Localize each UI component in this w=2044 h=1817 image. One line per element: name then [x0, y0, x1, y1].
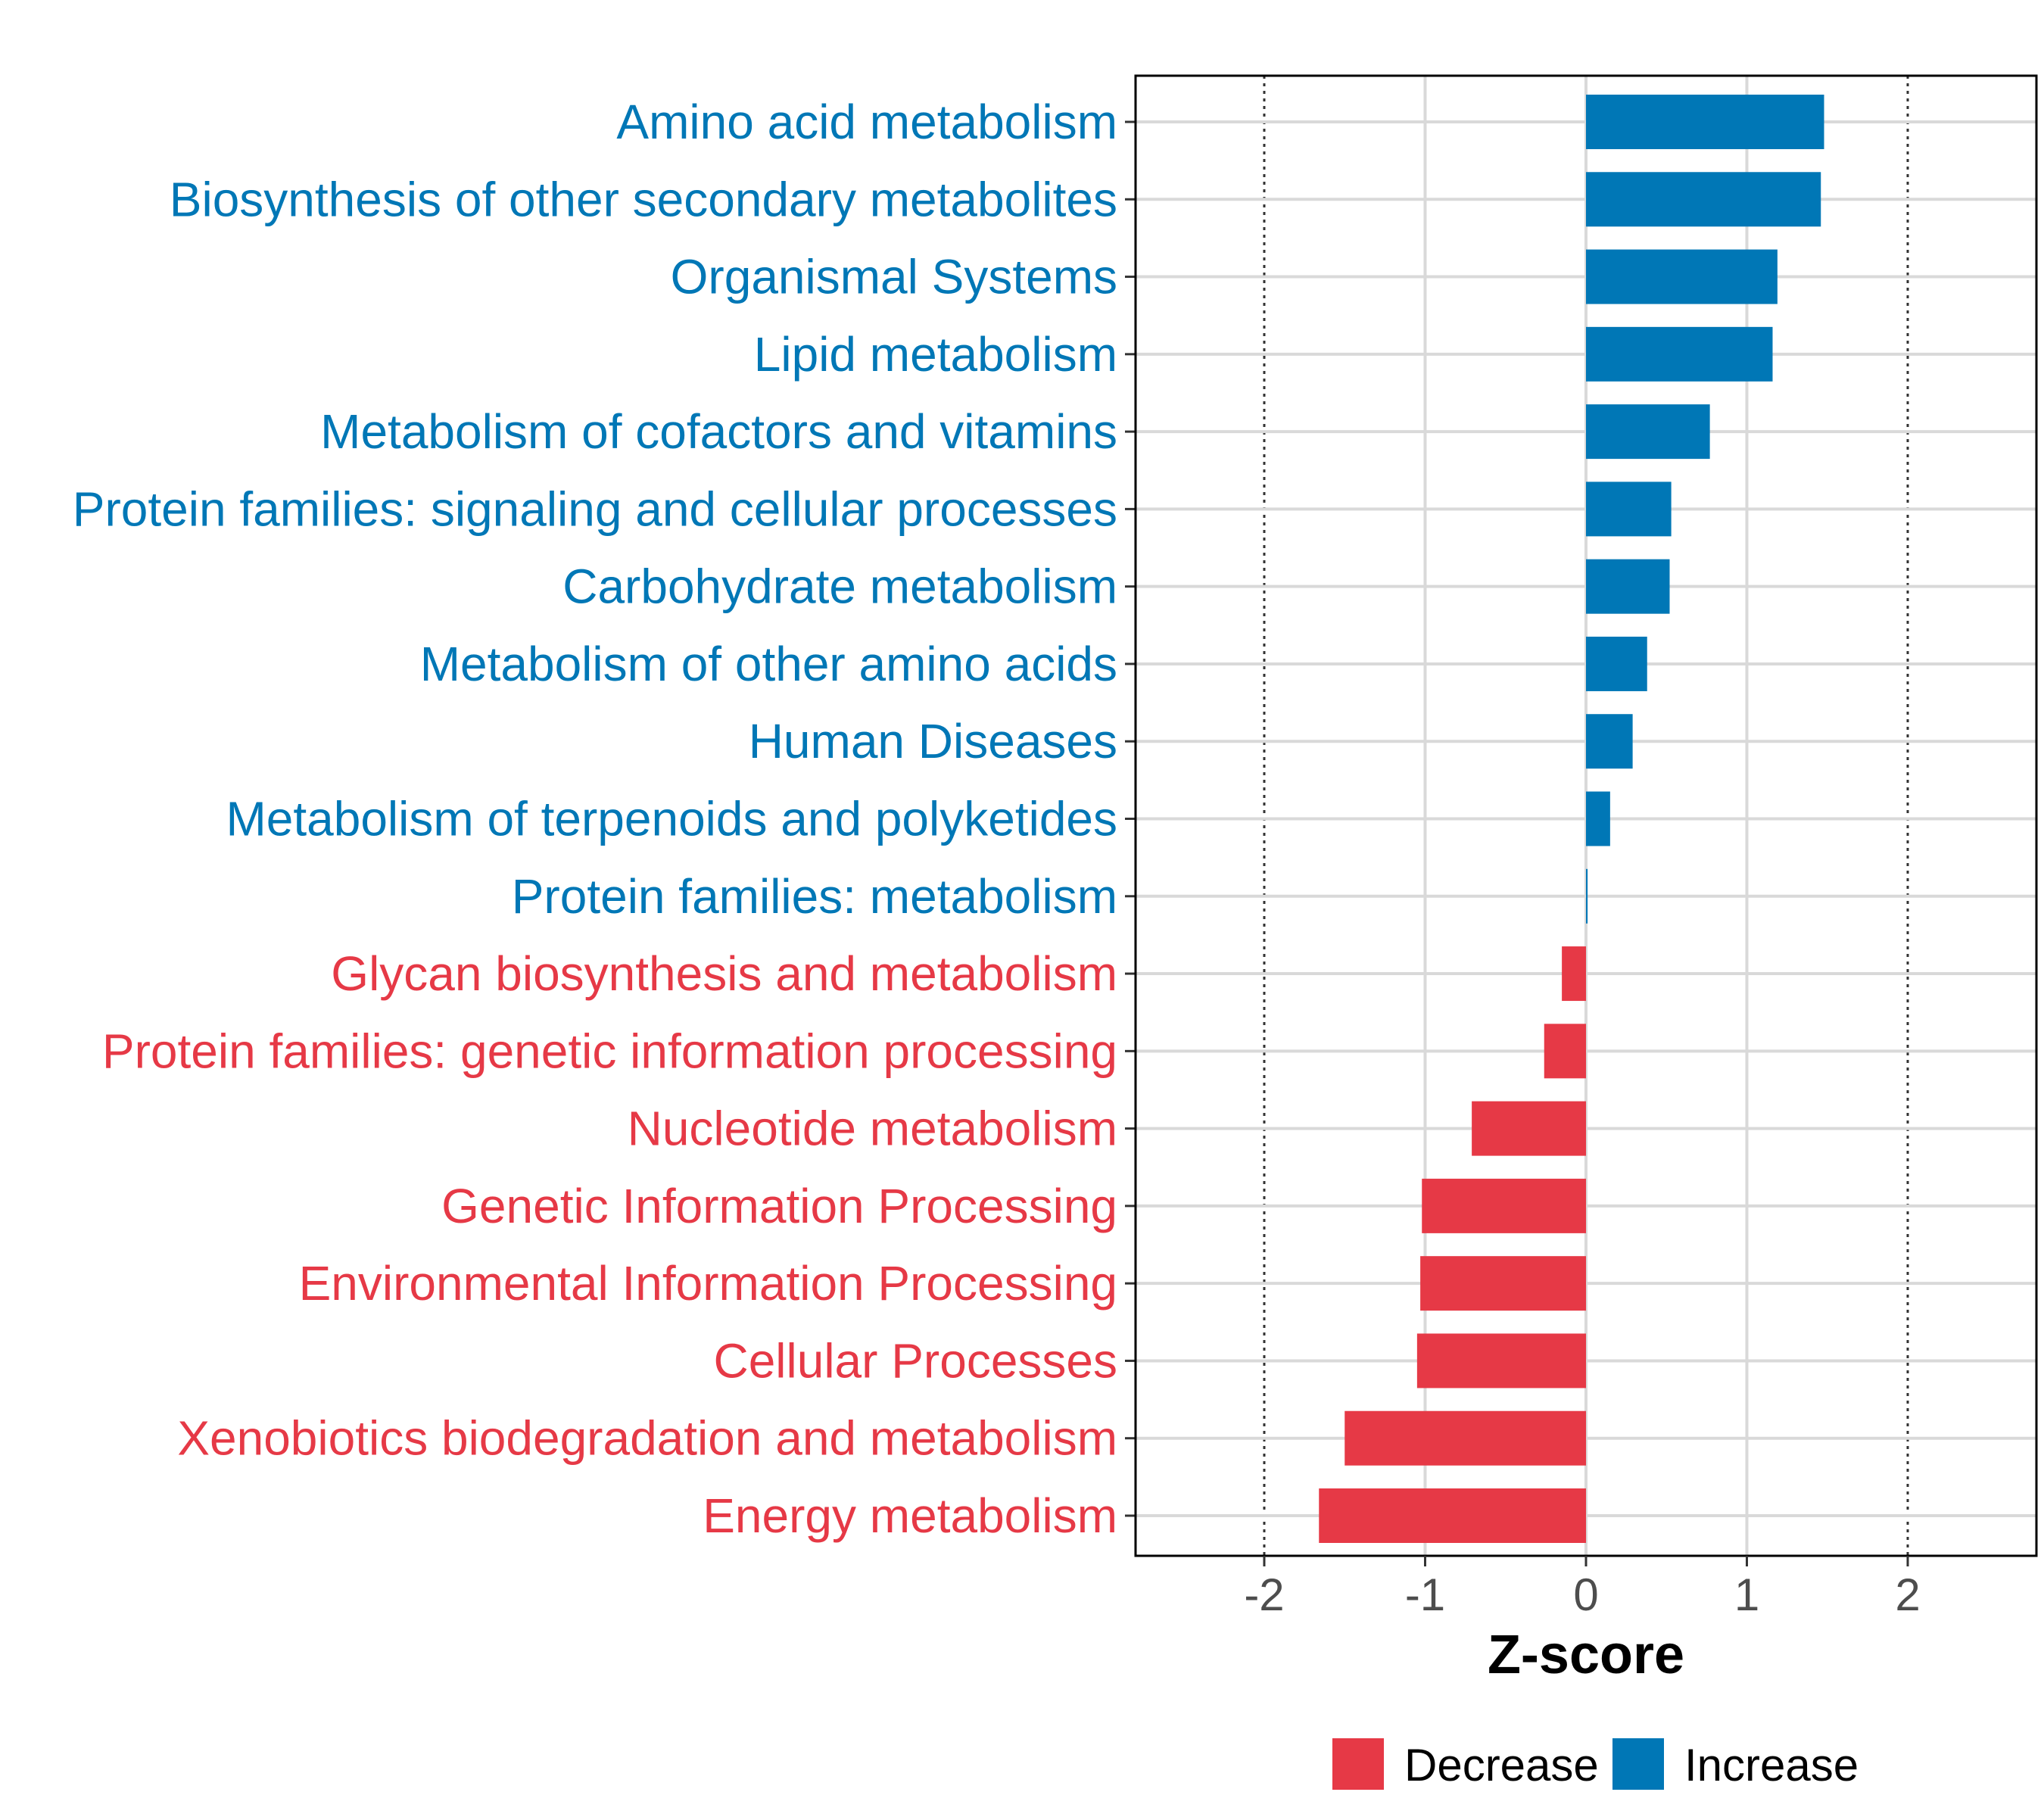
category-label: Protein families: signaling and cellular…: [73, 482, 1117, 536]
category-label: Organismal Systems: [671, 250, 1117, 304]
category-label: Lipid metabolism: [754, 327, 1117, 382]
category-label: Genetic Information Processing: [441, 1179, 1117, 1233]
bar: [1586, 482, 1672, 537]
category-label: Environmental Information Processing: [299, 1256, 1117, 1311]
category-label: Xenobiotics biodegradation and metabolis…: [177, 1411, 1117, 1466]
legend-label: Decrease: [1404, 1740, 1599, 1791]
bar: [1544, 1024, 1586, 1079]
category-label: Cellular Processes: [713, 1333, 1117, 1388]
category-label: Metabolism of cofactors and vitamins: [320, 404, 1117, 459]
bar-layer: [1319, 95, 1824, 1543]
category-label: Metabolism of other amino acids: [420, 637, 1117, 691]
x-tick-label: 0: [1573, 1569, 1598, 1620]
legend-key: [1612, 1738, 1664, 1790]
bar: [1586, 791, 1610, 846]
category-label: Metabolism of terpenoids and polyketides: [226, 792, 1117, 846]
x-tick-label: 2: [1895, 1569, 1920, 1620]
category-label: Amino acid metabolism: [616, 95, 1117, 149]
bar: [1586, 95, 1824, 149]
category-label: Energy metabolism: [703, 1488, 1117, 1543]
x-axis-title: Z-score: [1488, 1625, 1684, 1685]
category-label: Human Diseases: [749, 714, 1117, 768]
bar: [1416, 1333, 1586, 1388]
legend-label: Increase: [1684, 1740, 1859, 1791]
bar: [1586, 249, 1778, 304]
bar: [1586, 714, 1633, 769]
bar: [1586, 868, 1588, 924]
bar: [1586, 636, 1647, 691]
bar: [1420, 1256, 1586, 1311]
x-tick-label: -1: [1405, 1569, 1445, 1620]
x-tick-label: -2: [1244, 1569, 1284, 1620]
category-label: Nucleotide metabolism: [628, 1102, 1117, 1156]
legend-key: [1332, 1738, 1384, 1790]
category-label: Protein families: genetic information pr…: [102, 1024, 1117, 1078]
x-axis-ticks: -2 -1 0 1 2: [1244, 1556, 1921, 1620]
bar: [1562, 946, 1586, 1002]
bar: [1422, 1178, 1586, 1233]
bar: [1472, 1101, 1586, 1156]
bar: [1344, 1410, 1586, 1466]
bar: [1586, 559, 1670, 614]
category-label: Carbohydrate metabolism: [562, 559, 1117, 614]
bar: [1586, 172, 1821, 227]
bar: [1586, 404, 1710, 460]
category-label: Biosynthesis of other secondary metaboli…: [170, 172, 1117, 226]
x-tick-label: 1: [1734, 1569, 1759, 1620]
bar: [1586, 326, 1773, 382]
category-labels: Amino acid metabolism Biosynthesis of oth…: [73, 95, 1136, 1543]
category-label: Protein families: metabolism: [512, 869, 1117, 924]
legend: Decrease Increase: [1332, 1738, 1859, 1791]
bar: [1319, 1488, 1586, 1543]
category-label: Glycan biosynthesis and metabolism: [331, 946, 1117, 1001]
